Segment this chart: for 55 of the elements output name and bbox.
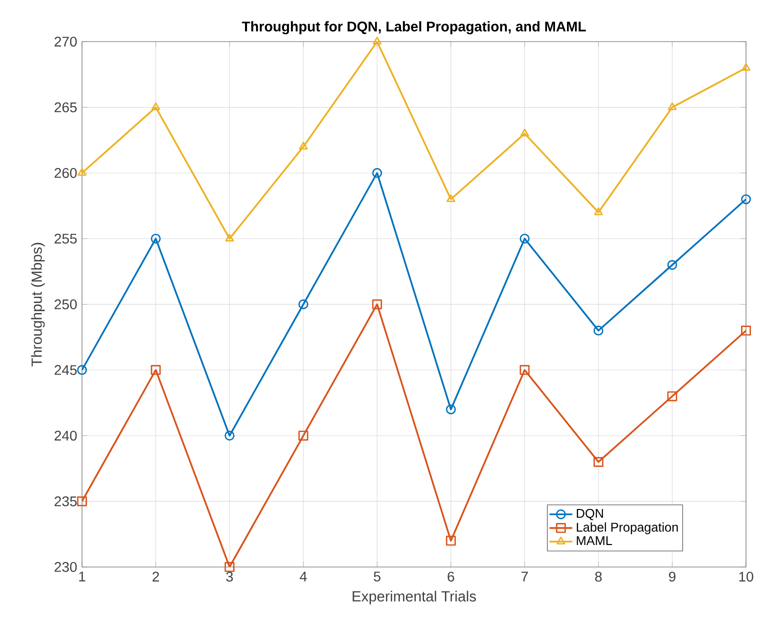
x-tick-label: 8 <box>595 572 602 582</box>
point <box>224 562 234 572</box>
y-tick-label: 255 <box>54 234 77 244</box>
x-tick-label: 10 <box>739 572 754 582</box>
point <box>298 299 308 310</box>
x-tick-label: 6 <box>448 572 454 582</box>
x-tick-label: 2 <box>152 572 159 582</box>
x-tick-label: 3 <box>226 572 233 582</box>
point <box>446 194 456 202</box>
point <box>446 404 456 414</box>
point <box>446 536 456 546</box>
point <box>520 128 530 136</box>
point <box>78 168 86 176</box>
point <box>741 194 751 204</box>
y-tick-label: 235 <box>54 496 77 506</box>
point <box>594 456 604 467</box>
y-tick-label: 265 <box>54 102 77 112</box>
point <box>150 234 161 244</box>
point <box>150 365 161 375</box>
point <box>225 234 234 242</box>
point <box>520 234 530 244</box>
point <box>372 299 382 310</box>
point <box>667 260 678 270</box>
x-tick-label: 5 <box>374 572 380 582</box>
y-tick-label: 245 <box>54 365 77 375</box>
x-axis-title: Experimental Trials <box>352 590 476 604</box>
point <box>77 365 87 375</box>
y-tick-label: 270 <box>54 36 77 47</box>
point <box>742 62 750 71</box>
point <box>224 430 234 441</box>
y-axis-title: Throughput (Mbps) <box>31 242 45 366</box>
point <box>741 326 751 336</box>
point <box>77 496 87 506</box>
y-tick-label: 260 <box>54 168 77 178</box>
point <box>668 102 677 110</box>
legend-label: DQN <box>576 508 603 520</box>
y-tick-label: 250 <box>54 299 77 310</box>
x-tick-label: 1 <box>79 572 86 582</box>
point <box>520 365 530 375</box>
x-tick-label: 7 <box>521 572 528 582</box>
point <box>151 102 160 110</box>
chart-title: Throughput for DQN, Label Propagation, and MAML <box>242 21 586 34</box>
legend-label: Label Propagation <box>576 522 678 534</box>
point <box>372 36 382 44</box>
x-tick-label: 9 <box>668 572 676 582</box>
point <box>594 207 603 216</box>
point <box>298 142 308 150</box>
point <box>372 168 382 178</box>
y-tick-label: 240 <box>54 430 77 441</box>
point <box>667 391 678 402</box>
x-tick-label: 4 <box>300 572 307 582</box>
point <box>594 326 604 336</box>
point <box>298 430 308 441</box>
y-tick-label: 230 <box>54 562 77 572</box>
legend-label: MAML <box>576 536 612 545</box>
